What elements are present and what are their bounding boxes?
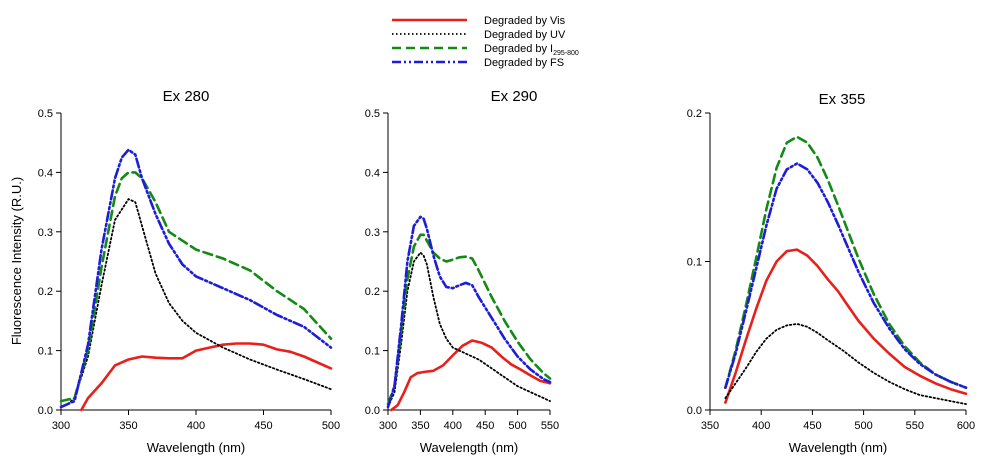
series-line-degraded-by-fs bbox=[724, 162, 968, 389]
x-tick-label: 550 bbox=[541, 420, 559, 432]
series-line-degraded-by-uv bbox=[387, 251, 551, 408]
legend-label-fs: Degraded by FS bbox=[484, 57, 564, 69]
x-axis-label: Wavelength (nm) bbox=[789, 440, 888, 455]
x-tick-label: 450 bbox=[476, 420, 494, 432]
panel-ex355: Ex 355 Wavelength (nm) 0.0 0.1 0.2 350 400 45… bbox=[687, 91, 975, 455]
legend: Degraded by Vis Degraded by UV Degraded … bbox=[392, 15, 579, 69]
y-tick-label: 0.1 bbox=[687, 257, 702, 269]
legend-label-i-main: Degraded by I bbox=[484, 43, 553, 55]
y-tick-label: 0.0 bbox=[38, 405, 53, 417]
series-line-degraded-by-uv bbox=[724, 323, 967, 405]
y-tick-label: 0.2 bbox=[687, 108, 702, 120]
x-axis-label: Wavelength (nm) bbox=[147, 440, 246, 455]
series-line-degraded-by-fs bbox=[386, 215, 552, 409]
y-axis-label: Fluorescence Intensity (R.U.) bbox=[9, 177, 24, 345]
x-tick-label: 600 bbox=[957, 420, 975, 432]
series-line-degraded-by-fs bbox=[59, 148, 333, 409]
x-tick-label: 300 bbox=[379, 420, 397, 432]
series-line-degraded-by-vis bbox=[724, 248, 968, 404]
y-tick-label: 0.3 bbox=[38, 227, 53, 239]
y-tick-label: 0.5 bbox=[38, 108, 53, 120]
legend-label-vis: Degraded by Vis bbox=[484, 15, 566, 27]
x-tick-label: 350 bbox=[411, 420, 429, 432]
series-line-degraded-by-uv bbox=[66, 198, 332, 405]
y-tick-label: 0.2 bbox=[365, 286, 380, 298]
x-tick-label: 400 bbox=[752, 420, 770, 432]
x-tick-label: 450 bbox=[254, 420, 272, 432]
panel-ex280: Ex 280 Fluorescence Intensity (R.U.) Wav… bbox=[9, 88, 340, 455]
series-line-degraded-by-i295-800 bbox=[386, 233, 552, 406]
legend-label-uv: Degraded by UV bbox=[484, 29, 566, 41]
y-tick-label: 0.1 bbox=[38, 346, 53, 358]
series-line-degraded-by-i295-800 bbox=[59, 171, 333, 403]
y-tick-label: 0.0 bbox=[365, 405, 380, 417]
y-tick-label: 0.3 bbox=[365, 227, 380, 239]
x-tick-label: 400 bbox=[444, 420, 462, 432]
y-tick-label: 0.5 bbox=[365, 108, 380, 120]
panel-title: Ex 355 bbox=[819, 91, 866, 108]
x-axis-label: Wavelength (nm) bbox=[420, 440, 519, 455]
y-tick-label: 0.2 bbox=[38, 286, 53, 298]
y-tick-label: 0.0 bbox=[687, 405, 702, 417]
panel-ex290: Ex 290 Wavelength (nm) 0.0 0.1 0.2 0.3 0.4 0.… bbox=[365, 88, 559, 455]
x-tick-label: 550 bbox=[906, 420, 924, 432]
series-line-degraded-by-i295-800 bbox=[724, 135, 968, 389]
panel-title: Ex 280 bbox=[163, 88, 210, 105]
x-tick-label: 500 bbox=[322, 420, 340, 432]
y-tick-label: 0.4 bbox=[365, 167, 380, 179]
x-tick-label: 500 bbox=[508, 420, 526, 432]
x-tick-label: 450 bbox=[803, 420, 821, 432]
x-tick-label: 300 bbox=[52, 420, 70, 432]
x-tick-label: 400 bbox=[187, 420, 205, 432]
x-tick-label: 500 bbox=[854, 420, 872, 432]
y-tick-label: 0.4 bbox=[38, 167, 53, 179]
series-line-degraded-by-vis bbox=[389, 339, 552, 412]
x-tick-label: 350 bbox=[119, 420, 137, 432]
y-tick-label: 0.1 bbox=[365, 346, 380, 358]
legend-label-i: Degraded by I295-800 bbox=[484, 43, 579, 57]
series-line-degraded-by-vis bbox=[80, 342, 333, 412]
x-tick-label: 350 bbox=[701, 420, 719, 432]
legend-label-i-subscript: 295-800 bbox=[553, 50, 579, 57]
panel-title: Ex 290 bbox=[491, 88, 538, 105]
